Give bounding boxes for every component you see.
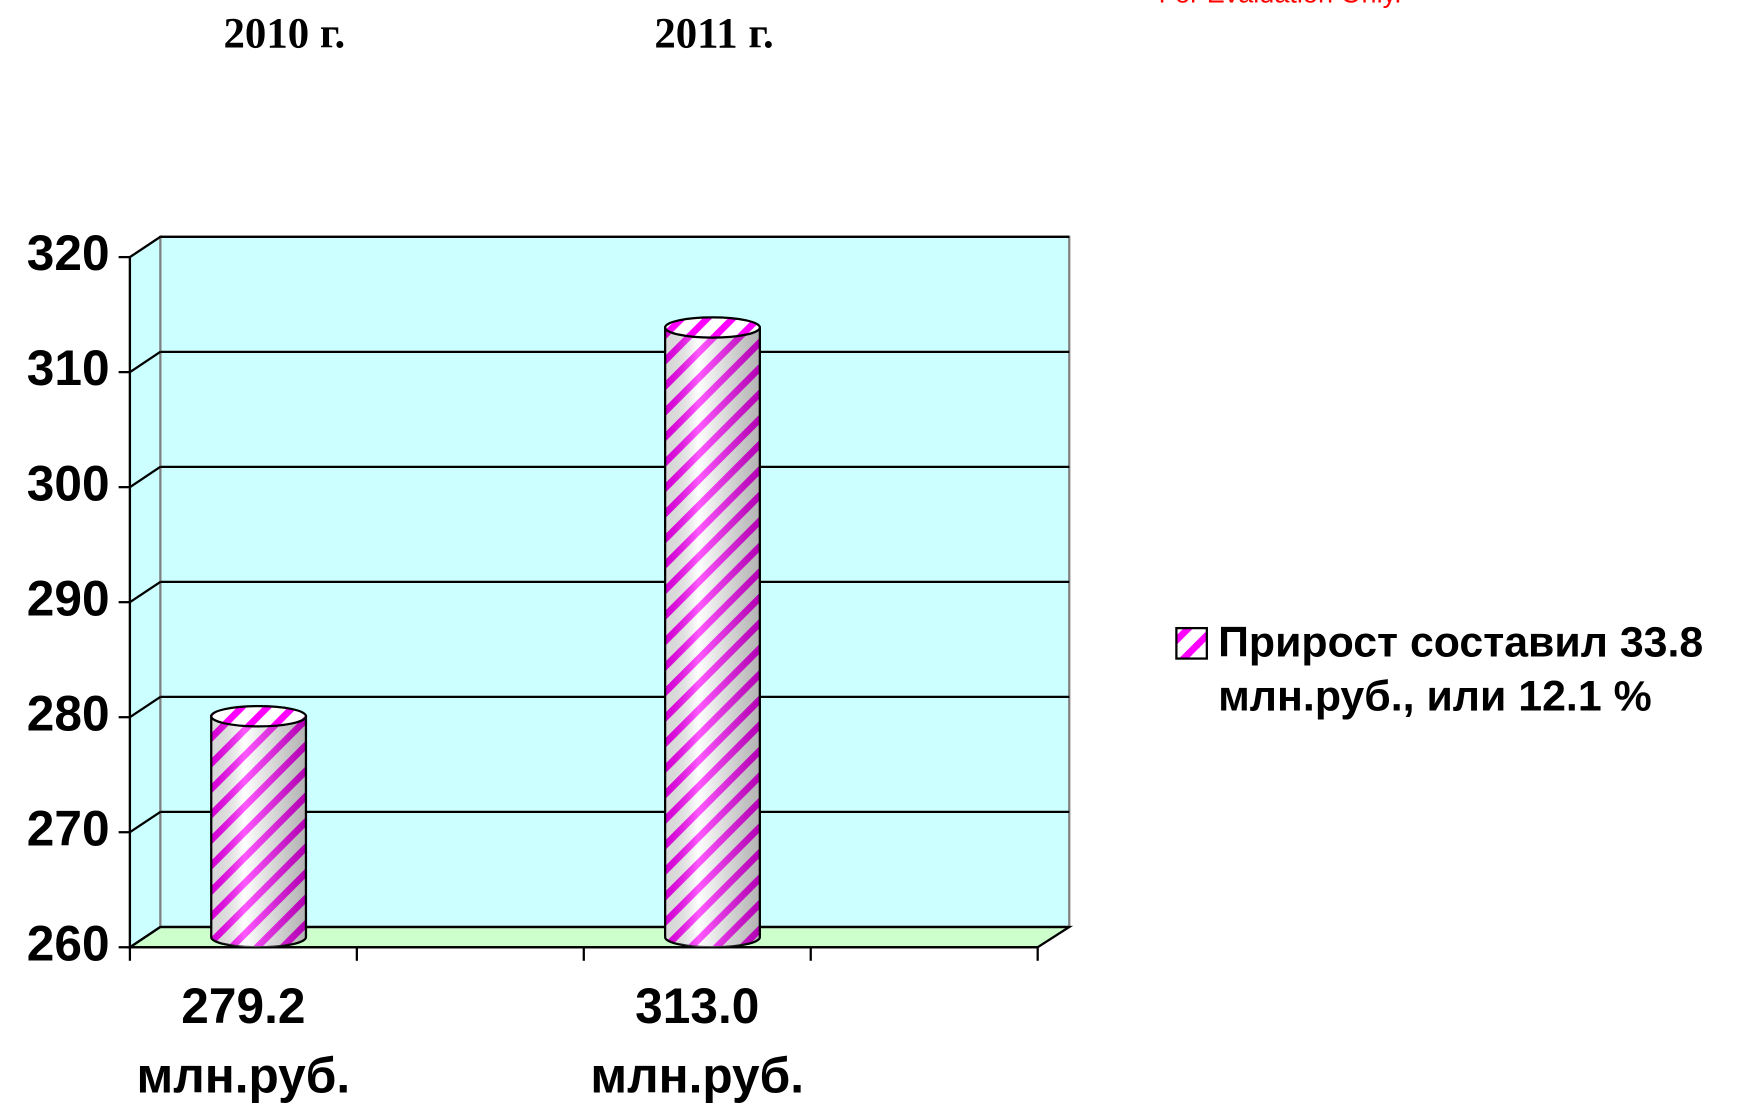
grid-line (129, 926, 161, 949)
x-tick-label: 279.2 млн.руб. (136, 978, 351, 1104)
grid-line (129, 465, 161, 489)
legend-swatch (1175, 626, 1208, 660)
y-tick-label: 270 (27, 800, 110, 856)
annotation: 2011 г. (654, 10, 773, 57)
y-tick-label: 300 (27, 455, 110, 511)
x-tick-label: 313.0 млн.руб. (590, 978, 805, 1104)
y-tick-label: 290 (27, 570, 110, 626)
bar-top (663, 316, 761, 339)
grid-line (129, 580, 161, 604)
bar-shade (665, 327, 760, 948)
y-tick-label: 260 (27, 915, 110, 971)
grid-line (129, 235, 161, 259)
x-tick-label: 279.2 млн.руб. (136, 978, 351, 1104)
watermark: For Evaluation Only. (1159, 0, 1402, 8)
annotation: 2010 г. (224, 10, 346, 57)
bar (210, 704, 308, 949)
y-tick-label: 320 (27, 225, 110, 281)
legend-label: Прирост составил 33.8 млн.руб., или 12.1… (1218, 619, 1704, 721)
y-tick-label: 310 (27, 340, 110, 396)
grid-line (129, 810, 161, 834)
bar (663, 316, 761, 949)
grid-line (129, 695, 161, 719)
y-tick-label: 280 (27, 685, 110, 741)
legend-label: Прирост составил 33.8 млн.руб., или 12.1… (1218, 619, 1704, 721)
bar-shade (211, 716, 306, 948)
x-tick-label: 313.0 млн.руб. (590, 978, 805, 1104)
bar-top (210, 704, 308, 728)
grid-line (129, 350, 161, 374)
